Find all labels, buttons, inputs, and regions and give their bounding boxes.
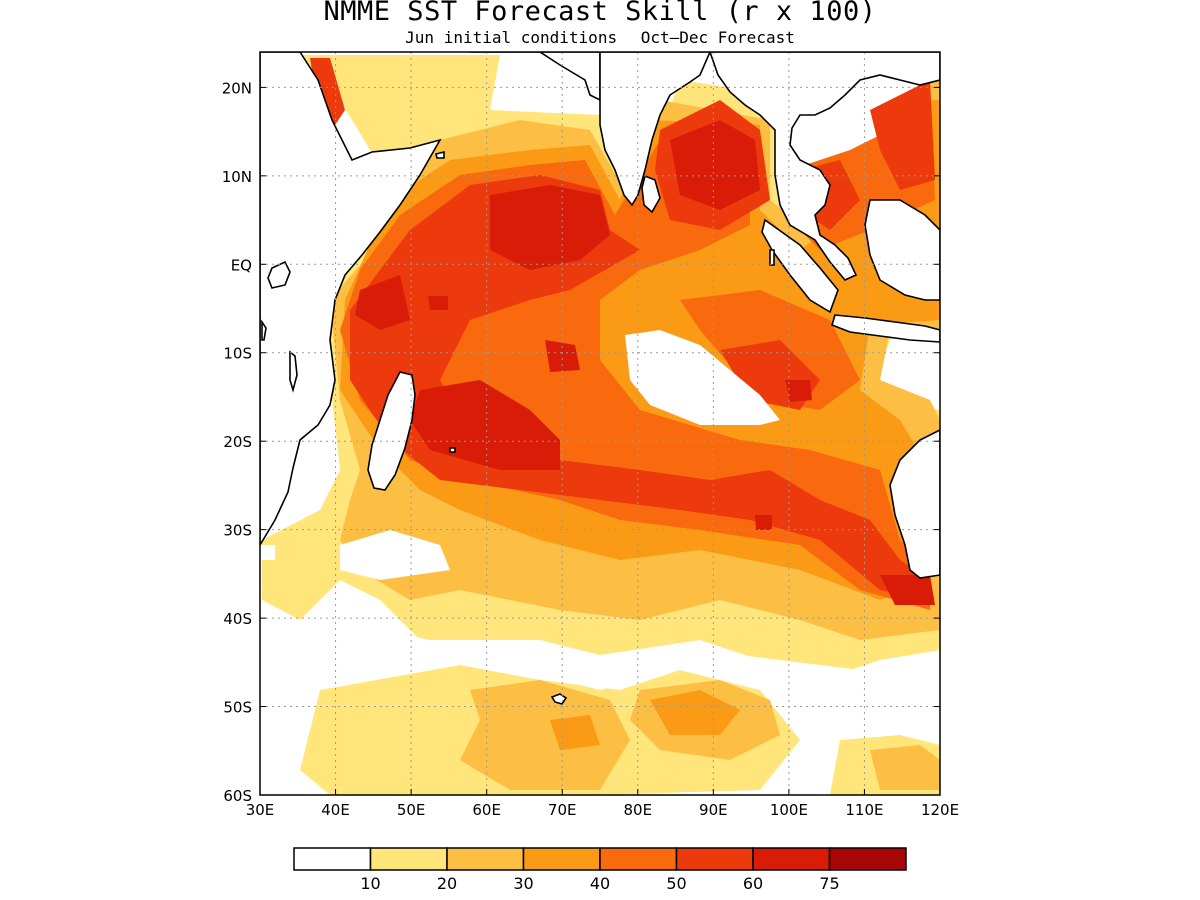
skill-level-0 (625, 330, 780, 425)
subtitle-init: Jun initial conditions (405, 28, 618, 47)
skill-level-60 (428, 296, 448, 310)
lat-tick-label: 40S (223, 610, 252, 628)
map-subtitle: Jun initial conditions Oct–Dec Forecast (0, 28, 1200, 47)
southeast-asia-coastline (709, 52, 940, 281)
skill-level-50 (350, 175, 930, 600)
lat-tick-label: 30S (223, 522, 252, 540)
java-coastline (831, 314, 940, 343)
axis-ticks: 30E 40E 50E 60E 70E 80E 90E 100E 110E 120E 20N 10N E… (222, 79, 959, 819)
lon-tick-label: 110E (845, 801, 883, 819)
skill-level-30 (550, 715, 600, 750)
skill-level-60 (785, 380, 812, 402)
lat-tick-label: 10N (222, 168, 252, 186)
skill-level-60 (355, 275, 410, 330)
lake-malawi (289, 350, 298, 393)
colorbar: 10 20 30 40 50 60 75 (293, 847, 907, 893)
lon-tick-label: 120E (921, 801, 959, 819)
skill-level-50 (870, 80, 935, 190)
skill-level-60 (670, 120, 760, 210)
colorbar-label: 20 (437, 874, 457, 893)
australia-coastline (889, 429, 940, 579)
skill-level-20 (870, 745, 940, 790)
skill-level-50 (310, 58, 345, 125)
colorbar-label: 50 (666, 874, 686, 893)
colorbar-label: 10 (360, 874, 380, 893)
skill-level-60 (410, 380, 560, 470)
skill-level-60 (755, 515, 772, 530)
lat-tick-label: 20S (223, 433, 252, 451)
india-coastline (599, 52, 711, 207)
sri-lanka-coastline (641, 174, 661, 214)
lake-victoria (267, 260, 291, 289)
land-masses (260, 52, 940, 705)
skill-level-60 (490, 185, 610, 270)
graticule (260, 52, 940, 795)
skill-level-20 (460, 680, 630, 790)
lon-tick-label: 60E (472, 801, 501, 819)
skill-level-30 (650, 690, 740, 735)
skill-level-0 (340, 530, 450, 580)
andaman-islands (769, 249, 775, 266)
map-title: NMME SST Forecast Skill (r x 100) (323, 0, 877, 27)
colorbar-swatch (522, 847, 601, 871)
lat-tick-label: EQ (231, 256, 252, 274)
skill-level-60 (545, 340, 580, 372)
lat-tick-label: 20N (222, 79, 252, 97)
colorbar-label: 75 (819, 874, 839, 893)
colorbar-swatch (599, 847, 678, 871)
colorbar-label: 30 (513, 874, 533, 893)
lat-tick-label: 10S (223, 345, 252, 363)
borneo-coastline (864, 199, 940, 301)
lon-tick-label: 100E (770, 801, 808, 819)
africa-coastline (260, 52, 442, 547)
sumatra-coastline (761, 218, 839, 314)
lon-tick-label: 40E (321, 801, 350, 819)
colorbar-swatch (446, 847, 525, 871)
lon-tick-label: 50E (397, 801, 426, 819)
colorbar-swatch (752, 847, 831, 871)
lat-tick-label: 60S (223, 787, 252, 805)
colorbar-label: 40 (590, 874, 610, 893)
lon-tick-label: 70E (548, 801, 577, 819)
colorbar-swatch (828, 847, 907, 871)
skill-level-0 (262, 545, 275, 560)
skill-level-60 (880, 575, 935, 605)
colorbar-swatch (293, 847, 372, 871)
lon-tick-label: 80E (623, 801, 652, 819)
lon-tick-label: 30E (246, 801, 275, 819)
map-frame (259, 51, 941, 796)
mauritius-island (449, 447, 456, 453)
skill-level-0 (262, 600, 940, 770)
socotra-coastline (435, 150, 445, 159)
lake-tanganyika (261, 319, 267, 341)
subtitle-forecast: Oct–Dec Forecast (640, 28, 795, 47)
lat-tick-label: 50S (223, 699, 252, 717)
colorbar-swatch (369, 847, 448, 871)
madagascar-coastline (367, 371, 416, 491)
lon-tick-label: 90E (699, 801, 728, 819)
colorbar-label: 60 (743, 874, 763, 893)
colorbar-swatch (675, 847, 754, 871)
